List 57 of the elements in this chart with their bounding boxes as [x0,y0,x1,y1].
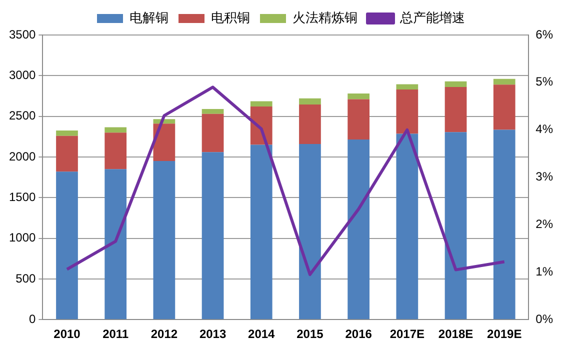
bar [493,84,516,130]
x-tick-label: 2010 [54,327,81,342]
bar [348,94,370,100]
legend-label: 火法精炼铜 [292,10,358,26]
x-tick-label: 2011 [102,327,129,342]
bar [56,136,78,172]
x-tick-label: 2014 [248,327,276,342]
y2-tick-label: 6% [536,27,554,42]
bar [56,172,78,320]
bar [250,101,272,107]
bar [299,98,321,105]
bar [250,144,272,320]
x-tick-label: 2012 [150,327,178,342]
bar [104,132,127,170]
bar [493,78,516,85]
y-tick-label: 0 [29,312,36,326]
y-tick-label: 2000 [8,149,36,164]
y-tick-label: 2500 [8,108,36,123]
bar [153,161,176,320]
y-tick-label: 1000 [8,230,36,245]
legend-label: 电解铜 [130,10,168,26]
bar [202,108,224,114]
bar [202,114,224,152]
bar [299,144,321,320]
bar [56,130,78,136]
bar [104,169,127,320]
x-tick-label: 2018E [438,327,474,342]
y2-tick-label: 0% [536,312,554,326]
x-tick-label: 2013 [199,327,226,342]
y-tick-label: 3500 [8,27,36,42]
bar [444,87,467,132]
x-tick-label: 2017E [390,327,425,342]
x-tick-label: 2015 [296,327,324,342]
legend-label: 总产能增速 [399,10,465,26]
y-tick-label: 500 [16,271,36,286]
y2-tick-label: 4% [536,122,554,136]
bar [444,81,467,88]
y2-tick-label: 1% [536,264,554,278]
y2-tick-label: 3% [536,170,554,184]
bar [202,152,224,320]
x-tick-label: 2019E [487,327,522,342]
bar [396,84,418,90]
y2-tick-label: 2% [536,217,554,232]
bar [493,130,516,320]
legend-label: 电积铜 [211,10,250,26]
bar [348,99,370,140]
bar [348,139,370,320]
bar [153,124,176,162]
y-tick-label: 1500 [8,190,36,204]
y2-tick-label: 5% [536,74,554,89]
bar [104,127,127,133]
x-tick-label: 2016 [345,327,372,342]
bar [299,104,321,144]
bar [396,89,418,134]
y-tick-label: 3000 [8,68,36,82]
bar [396,134,418,320]
bar [444,132,467,320]
